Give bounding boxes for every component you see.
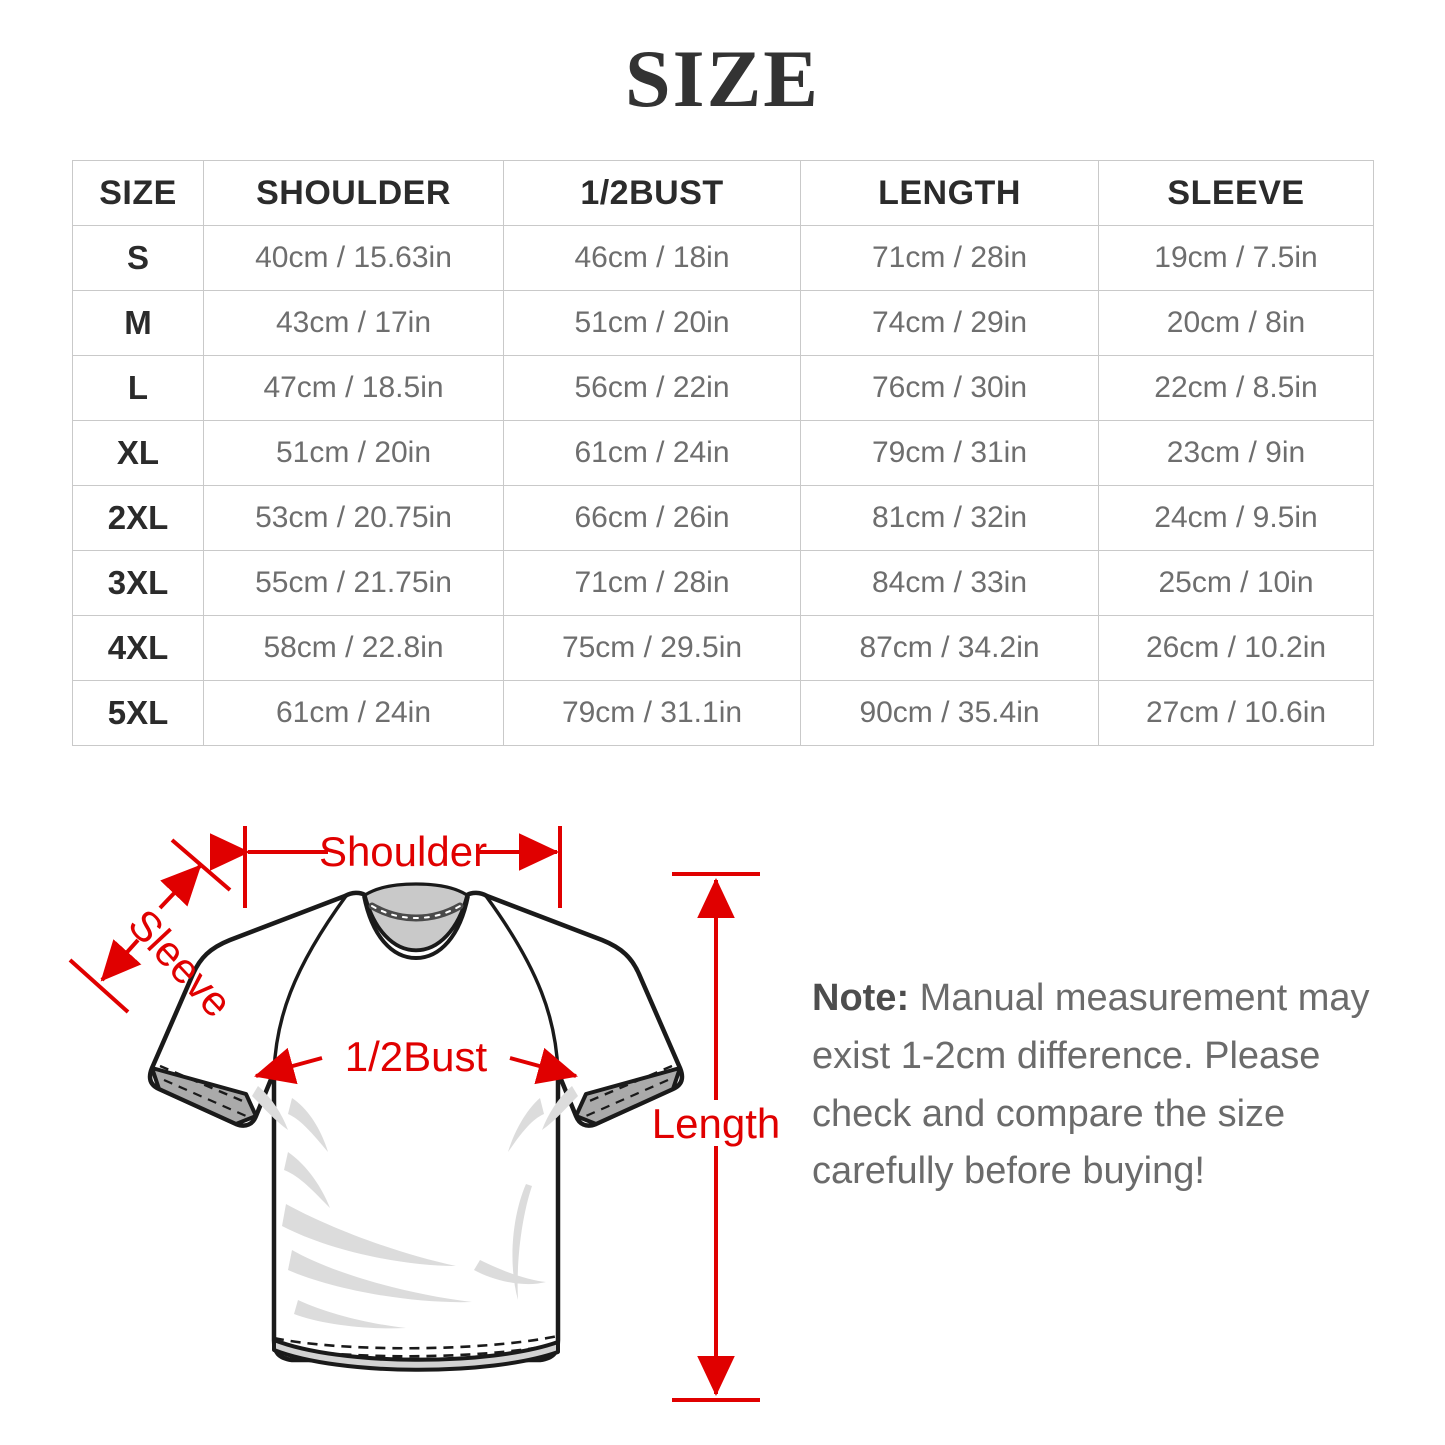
note-text: Manual measurement may exist 1-2cm diffe… bbox=[812, 977, 1370, 1193]
column-header-length: LENGTH bbox=[800, 160, 1099, 226]
table-row: L 47cm / 18.5in 56cm / 22in 76cm / 30in … bbox=[72, 355, 1374, 421]
cell-size: XL bbox=[72, 420, 204, 486]
cell-size: 5XL bbox=[72, 680, 204, 746]
cell-length: 71cm / 28in bbox=[800, 225, 1099, 291]
cell-bust: 75cm / 29.5in bbox=[503, 615, 801, 681]
cell-shoulder: 55cm / 21.75in bbox=[203, 550, 504, 616]
cell-sleeve: 19cm / 7.5in bbox=[1098, 225, 1374, 291]
cell-length: 87cm / 34.2in bbox=[800, 615, 1099, 681]
table-row: M 43cm / 17in 51cm / 20in 74cm / 29in 20… bbox=[72, 290, 1374, 356]
cell-shoulder: 58cm / 22.8in bbox=[203, 615, 504, 681]
tshirt-outline bbox=[147, 882, 685, 1372]
cell-bust: 66cm / 26in bbox=[503, 485, 801, 551]
tshirt-illustration: Shoulder Sleeve 1/2Bust Length bbox=[68, 826, 780, 1402]
cell-sleeve: 20cm / 8in bbox=[1098, 290, 1374, 356]
page-title: SIZE bbox=[625, 33, 820, 124]
cell-bust: 61cm / 24in bbox=[503, 420, 801, 486]
cell-bust: 79cm / 31.1in bbox=[503, 680, 801, 746]
cell-size: M bbox=[72, 290, 204, 356]
column-header-sleeve: SLEEVE bbox=[1098, 160, 1374, 226]
cell-shoulder: 47cm / 18.5in bbox=[203, 355, 504, 421]
cell-length: 90cm / 35.4in bbox=[800, 680, 1099, 746]
shoulder-annotation bbox=[210, 826, 562, 908]
table-row: 2XL 53cm / 20.75in 66cm / 26in 81cm / 32… bbox=[72, 485, 1374, 551]
cell-sleeve: 27cm / 10.6in bbox=[1098, 680, 1374, 746]
table-row: 3XL 55cm / 21.75in 71cm / 28in 84cm / 33… bbox=[72, 550, 1374, 616]
length-label: Length bbox=[652, 1100, 780, 1147]
table-row: 5XL 61cm / 24in 79cm / 31.1in 90cm / 35.… bbox=[72, 680, 1374, 746]
cell-size: 3XL bbox=[72, 550, 204, 616]
column-header-bust: 1/2BUST bbox=[503, 160, 801, 226]
table-header-row: SIZE SHOULDER 1/2BUST LENGTH SLEEVE bbox=[72, 160, 1374, 226]
cell-sleeve: 25cm / 10in bbox=[1098, 550, 1374, 616]
table-row: 4XL 58cm / 22.8in 75cm / 29.5in 87cm / 3… bbox=[72, 615, 1374, 681]
cell-shoulder: 43cm / 17in bbox=[203, 290, 504, 356]
sleeve-annotation bbox=[68, 838, 232, 1014]
column-header-size: SIZE bbox=[72, 160, 204, 226]
cell-length: 84cm / 33in bbox=[800, 550, 1099, 616]
cell-sleeve: 23cm / 9in bbox=[1098, 420, 1374, 486]
cell-shoulder: 51cm / 20in bbox=[203, 420, 504, 486]
note-block: Note: Manual measurement may exist 1-2cm… bbox=[812, 970, 1392, 1201]
cell-length: 79cm / 31in bbox=[800, 420, 1099, 486]
cell-length: 81cm / 32in bbox=[800, 485, 1099, 551]
note-label: Note: bbox=[812, 977, 910, 1019]
cell-length: 76cm / 30in bbox=[800, 355, 1099, 421]
cell-size: 2XL bbox=[72, 485, 204, 551]
length-annotation bbox=[672, 872, 760, 1402]
shoulder-label: Shoulder bbox=[319, 828, 487, 875]
bust-label: 1/2Bust bbox=[345, 1033, 488, 1080]
cell-sleeve: 26cm / 10.2in bbox=[1098, 615, 1374, 681]
cell-size: S bbox=[72, 225, 204, 291]
cell-length: 74cm / 29in bbox=[800, 290, 1099, 356]
table-row: S 40cm / 15.63in 46cm / 18in 71cm / 28in… bbox=[72, 225, 1374, 291]
cell-bust: 46cm / 18in bbox=[503, 225, 801, 291]
cell-bust: 71cm / 28in bbox=[503, 550, 801, 616]
cell-sleeve: 24cm / 9.5in bbox=[1098, 485, 1374, 551]
cell-shoulder: 40cm / 15.63in bbox=[203, 225, 504, 291]
measurement-diagram: Shoulder Sleeve 1/2Bust Length bbox=[0, 770, 1445, 1445]
fabric-shading bbox=[252, 1086, 578, 1329]
bust-annotation bbox=[254, 1047, 578, 1085]
cell-bust: 56cm / 22in bbox=[503, 355, 801, 421]
cell-shoulder: 53cm / 20.75in bbox=[203, 485, 504, 551]
cell-bust: 51cm / 20in bbox=[503, 290, 801, 356]
column-header-shoulder: SHOULDER bbox=[203, 160, 504, 226]
cell-size: 4XL bbox=[72, 615, 204, 681]
size-chart-table: SIZE SHOULDER 1/2BUST LENGTH SLEEVE S 40… bbox=[72, 160, 1374, 746]
table-row: XL 51cm / 20in 61cm / 24in 79cm / 31in 2… bbox=[72, 420, 1374, 486]
cell-sleeve: 22cm / 8.5in bbox=[1098, 355, 1374, 421]
cell-size: L bbox=[72, 355, 204, 421]
cell-shoulder: 61cm / 24in bbox=[203, 680, 504, 746]
